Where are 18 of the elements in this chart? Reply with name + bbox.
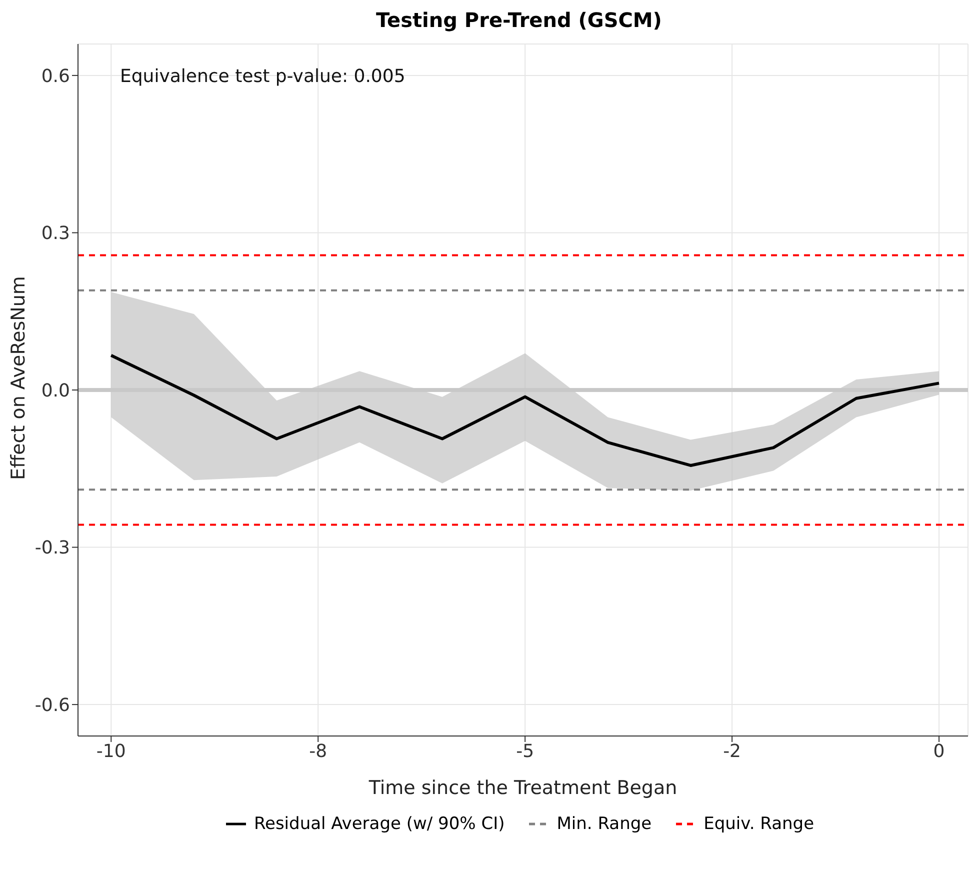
y-tick-label: -0.3	[34, 538, 70, 559]
y-tick-label: 0.6	[41, 66, 70, 87]
chart-title: Testing Pre-Trend (GSCM)	[375, 8, 663, 32]
x-tick-label: -5	[516, 740, 534, 762]
x-tick-label: 0	[933, 740, 945, 762]
x-tick-label: -10	[96, 740, 126, 762]
legend-label: Residual Average (w/ 90% CI)	[254, 814, 505, 834]
y-tick-label: -0.6	[34, 694, 70, 716]
x-tick-label: -2	[723, 740, 742, 762]
annotation: Equivalence test p-value: 0.005	[120, 66, 406, 87]
y-tick-label: 0.3	[41, 223, 70, 244]
line-series	[110, 354, 941, 467]
legend-label: Min. Range	[556, 814, 652, 834]
x-axis-title: Time since the Treatment Began	[368, 777, 678, 799]
legend-label: Equiv. Range	[704, 814, 814, 834]
y-axis-title: Effect on AveResNum	[8, 276, 30, 480]
y-tick-label: 0.0	[41, 380, 70, 402]
x-tick-label: -8	[309, 740, 328, 762]
